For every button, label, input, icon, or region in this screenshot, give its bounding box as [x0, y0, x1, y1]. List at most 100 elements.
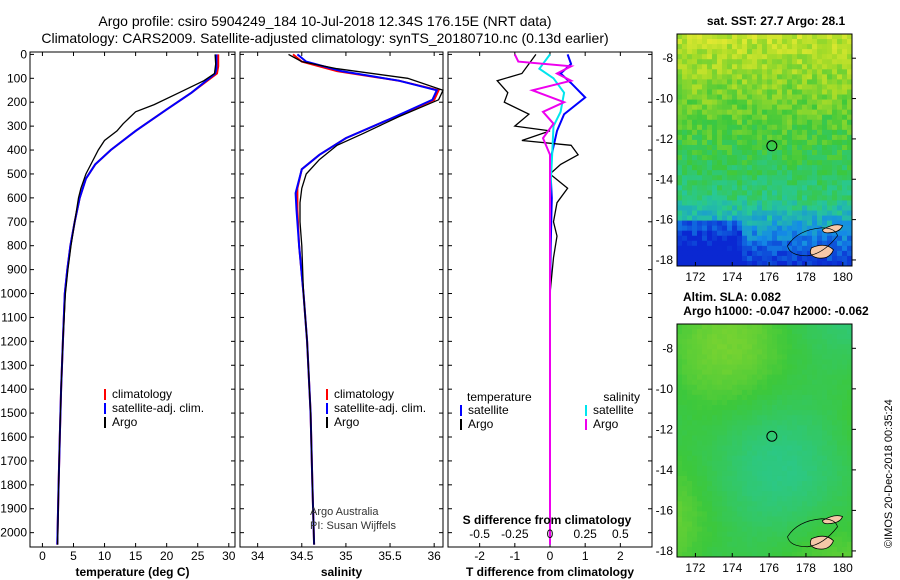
- map-cell: [722, 69, 728, 75]
- map-cell: [687, 410, 693, 416]
- map-cell: [682, 119, 688, 126]
- map-cell: [807, 79, 813, 85]
- map-cell: [847, 344, 853, 350]
- map-cell: [712, 185, 718, 191]
- map-cell: [832, 551, 838, 558]
- map-cell: [682, 165, 688, 171]
- map-cell: [762, 175, 768, 181]
- map-cell: [752, 94, 758, 100]
- map-cell: [802, 170, 808, 176]
- map-cell: [722, 445, 728, 452]
- map-cell: [787, 255, 793, 262]
- map-cell: [842, 501, 848, 507]
- map-cell: [822, 195, 828, 201]
- map-cell: [747, 501, 753, 507]
- map-cell: [707, 119, 713, 126]
- map-cell: [737, 475, 743, 482]
- map-cell: [717, 79, 723, 85]
- map-cell: [757, 541, 763, 548]
- map-cell: [757, 551, 763, 558]
- map-cell: [772, 84, 778, 90]
- map-cell: [722, 129, 728, 136]
- map-cell: [682, 460, 688, 467]
- map-cell: [792, 109, 798, 116]
- map-cell: [782, 170, 788, 176]
- map-cell: [692, 551, 698, 558]
- map-cell: [787, 405, 793, 411]
- map-cell: [837, 445, 843, 452]
- map-cell: [847, 134, 853, 141]
- map-cell: [747, 394, 753, 401]
- map-cell: [732, 470, 738, 477]
- map-cell: [807, 481, 813, 487]
- map-cell: [732, 84, 738, 90]
- map-cell: [772, 486, 778, 492]
- map-cell: [742, 89, 748, 95]
- map-cell: [707, 384, 713, 391]
- map-cell: [787, 501, 793, 507]
- map-cell: [707, 185, 713, 191]
- map-cell: [802, 516, 808, 522]
- map-cell: [747, 329, 753, 335]
- map-cell: [767, 481, 773, 487]
- map-cell: [807, 521, 813, 528]
- map-cell: [782, 114, 788, 121]
- map-cell: [807, 546, 813, 553]
- map-cell: [822, 190, 828, 196]
- map-cell: [817, 546, 823, 553]
- map-cell: [787, 54, 793, 60]
- map-cell: [842, 475, 848, 482]
- map-cell: [702, 185, 708, 191]
- map-cell: [712, 245, 718, 252]
- map-cell: [832, 546, 838, 553]
- map-y-tick-label: -10: [656, 92, 674, 106]
- map-y-tick-label: -8: [662, 341, 673, 355]
- x-axis-label: salinity: [321, 565, 363, 579]
- map-cell: [842, 405, 848, 411]
- map-cell: [822, 491, 828, 497]
- map-cell: [802, 379, 808, 386]
- map-cell: [787, 415, 793, 421]
- map-cell: [842, 435, 848, 441]
- map-cell: [807, 501, 813, 507]
- map-cell: [677, 399, 683, 406]
- map-cell: [787, 190, 793, 196]
- map-cell: [842, 511, 848, 517]
- map-cell: [802, 255, 808, 262]
- map-cell: [777, 334, 783, 340]
- map-cell: [752, 339, 758, 345]
- map-cell: [722, 240, 728, 247]
- map-cell: [772, 139, 778, 146]
- map-cell: [717, 526, 723, 533]
- map-cell: [677, 99, 683, 106]
- map-cell: [837, 420, 843, 426]
- map-cell: [752, 39, 758, 45]
- map-cell: [702, 225, 708, 232]
- map-cell: [732, 339, 738, 345]
- map-cell: [747, 190, 753, 196]
- map-cell: [832, 481, 838, 487]
- secondary-tick-label: 0: [547, 527, 554, 541]
- map-cell: [742, 215, 748, 222]
- map-cell: [802, 134, 808, 141]
- map-cell: [697, 551, 703, 558]
- map-cell: [837, 369, 843, 376]
- map-cell: [697, 521, 703, 528]
- map-cell: [847, 89, 853, 95]
- map-cell: [722, 531, 728, 538]
- map-cell: [847, 445, 853, 452]
- map-cell: [832, 399, 838, 406]
- map-cell: [782, 260, 788, 267]
- map-cell: [757, 359, 763, 365]
- map-cell: [737, 526, 743, 533]
- map-cell: [797, 74, 803, 80]
- x-tick-label: 34: [251, 549, 265, 563]
- map-cell: [802, 190, 808, 196]
- map-cell: [802, 465, 808, 472]
- map-cell: [757, 34, 763, 40]
- map-cell: [692, 445, 698, 452]
- map-cell: [697, 430, 703, 436]
- map-cell: [712, 359, 718, 365]
- map-cell: [752, 374, 758, 381]
- map-cell: [782, 205, 788, 211]
